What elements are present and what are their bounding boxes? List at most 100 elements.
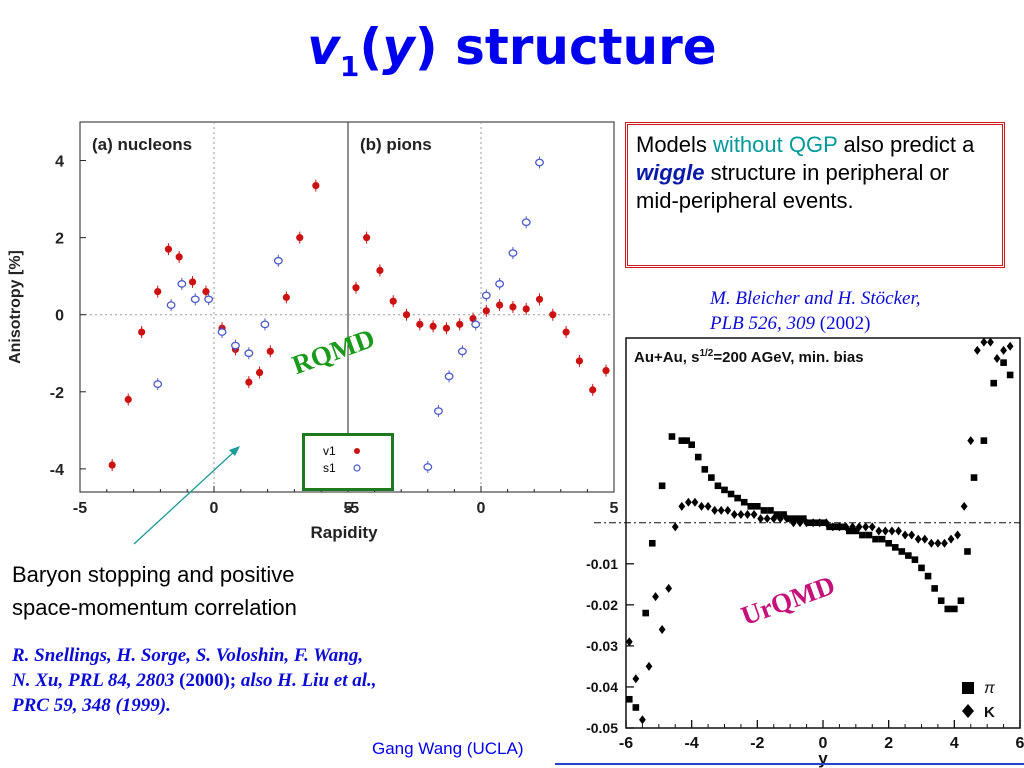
v1-point xyxy=(402,311,411,319)
pion-point xyxy=(734,494,741,502)
title-y: y xyxy=(382,18,415,76)
pion-point xyxy=(773,511,781,518)
kaon-point xyxy=(698,501,705,511)
kaon-point xyxy=(947,534,955,544)
v1-point xyxy=(509,303,517,311)
x-tick-label: 5 xyxy=(344,500,353,517)
snellings-citation-also: also H. Liu et al., xyxy=(236,670,377,692)
kaon-point xyxy=(973,345,981,355)
kaon-point xyxy=(750,510,758,520)
v1-point xyxy=(175,253,183,261)
y-tick-label: -4 xyxy=(50,462,64,479)
kaon-point xyxy=(737,510,745,520)
s1-point xyxy=(495,280,505,288)
v1-point xyxy=(154,287,162,296)
urqmd-title: Au+Au, s1/2=200 AGeV, min. bias xyxy=(634,348,864,366)
pion-point xyxy=(957,597,965,605)
kaon-point xyxy=(790,518,797,528)
pion-point xyxy=(951,605,958,613)
kaon-point xyxy=(881,526,889,536)
models-note-p1: Models xyxy=(636,132,714,157)
v1-point xyxy=(562,328,570,336)
kaon-point xyxy=(829,522,837,532)
s1-point xyxy=(444,372,454,381)
v1-point xyxy=(296,234,304,242)
kaon-point xyxy=(803,518,810,528)
snellings-citation-ref: N. Xu, PRL 84, 2803 xyxy=(12,670,175,692)
s1-point xyxy=(471,320,481,329)
pion-point xyxy=(721,486,728,494)
x-tick-label: -6 xyxy=(619,735,633,752)
models-note-p3: structure in peripheral or mid-periphera… xyxy=(636,160,950,214)
v1-point xyxy=(108,461,116,469)
pion-point xyxy=(780,511,787,518)
kaon-point xyxy=(744,510,751,520)
footer-rule xyxy=(555,763,1024,765)
kaon-point xyxy=(888,526,896,536)
pion-point xyxy=(658,482,666,490)
pion-point xyxy=(625,695,633,703)
x-tick-label: 6 xyxy=(1016,735,1024,752)
legend-v1-marker xyxy=(354,448,360,454)
x-axis-label: y xyxy=(818,749,828,768)
pion-point xyxy=(727,490,735,498)
s1-point xyxy=(481,291,491,300)
legend-s1-label: s1 xyxy=(323,461,336,475)
v1-point xyxy=(602,366,610,375)
pion-point xyxy=(898,548,906,555)
kaon-point xyxy=(665,583,673,593)
x-tick-label: 5 xyxy=(610,500,619,517)
arrow-head xyxy=(229,446,240,456)
kaon-point xyxy=(763,514,771,524)
kaon-point xyxy=(868,522,876,532)
pion-point xyxy=(1006,371,1014,379)
snellings-citation-line1: R. Snellings, H. Sorge, S. Voloshin, F. … xyxy=(12,645,364,666)
kaon-point xyxy=(711,505,719,515)
pion-point xyxy=(648,539,656,547)
kaon-point xyxy=(639,715,646,725)
kaon-point xyxy=(849,522,856,532)
bleicher-citation-journal: PLB 526, 309 xyxy=(710,313,816,335)
pion-point xyxy=(980,437,988,444)
snellings-citation-year: (2000); xyxy=(174,670,237,692)
baryon-note: Baryon stopping and positive space-momen… xyxy=(12,558,297,624)
bleicher-citation-line1: M. Bleicher and H. Stöcker, xyxy=(710,288,921,309)
s1-point xyxy=(230,341,240,350)
snellings-citation-line3: PRC 59, 348 (1999). xyxy=(12,695,171,717)
v1-point xyxy=(535,295,544,303)
snellings-citation-line2: N. Xu, PRL 84, 2803 (2000); also H. Liu … xyxy=(12,668,377,693)
rqmd-legend: v1 s1 xyxy=(302,433,394,491)
kaon-point xyxy=(632,674,640,684)
urqmd-frame xyxy=(625,337,1021,729)
v1-point xyxy=(188,278,197,286)
v1-point xyxy=(266,347,274,355)
panel-title: (b) pions xyxy=(360,135,432,154)
kaon-point xyxy=(954,530,962,540)
s1-point xyxy=(433,407,443,415)
pion-point xyxy=(924,572,932,580)
pion-point xyxy=(688,441,695,449)
pion-point xyxy=(694,453,702,461)
s1-point xyxy=(190,295,200,304)
y-tick-label: 4 xyxy=(55,154,64,171)
legend-kaon-marker xyxy=(962,704,974,718)
v1-point xyxy=(312,181,320,190)
s1-point xyxy=(153,380,163,388)
pion-point xyxy=(668,433,676,440)
pion-point xyxy=(872,535,879,543)
s1-point xyxy=(521,218,531,227)
y-tick-label: -0.04 xyxy=(586,679,618,695)
models-note-without-qgp: without QGP xyxy=(713,132,838,157)
pion-point xyxy=(708,474,715,481)
kaon-point xyxy=(783,514,791,524)
pion-point xyxy=(859,531,866,539)
v1-point xyxy=(363,234,371,242)
annotation-arrow xyxy=(133,446,240,545)
kaon-point xyxy=(809,518,817,528)
pion-point xyxy=(747,503,755,510)
kaon-point xyxy=(816,518,824,528)
y-tick-label: -0.03 xyxy=(586,638,618,654)
pion-point xyxy=(678,437,686,444)
v1-point xyxy=(496,301,504,309)
pion-point xyxy=(990,379,998,387)
